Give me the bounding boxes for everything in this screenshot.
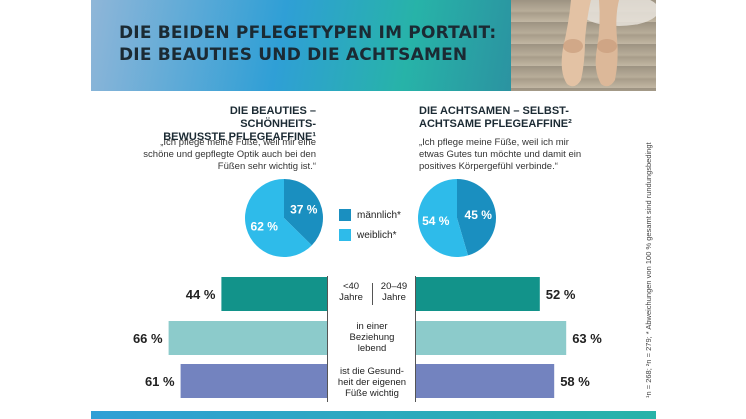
bar-beauties-relationship [168,321,327,355]
center-divider-right [415,276,416,402]
bar-label-achtsame-foot-health: 58 % [560,374,590,389]
legend-swatch-female [339,229,351,241]
foot-health-label-line-2: heit der eigenen [337,377,407,388]
page-title: DIE BEIDEN PFLEGETYPEN IM PORTAIT: DIE B… [119,22,499,66]
legend-label-female: weiblich* [357,229,397,241]
bar-beauties-foot-health [180,364,327,398]
butterfly-bar-chart: 44 % 52 % 66 % 63 % 61 % 58 % [133,277,602,398]
age-label-beauties: <40 Jahre [334,281,368,303]
legend-label-male: männlich* [357,209,401,221]
beauties-gender-pie: 37 % 62 % [245,179,323,257]
achtsame-title-line-2: ACHTSAME PFLEGEAFFINE² [419,118,572,130]
relationship-label: in einer Beziehung lebend [330,321,414,354]
beauties-title: DIE BEAUTIES – SCHÖNHEITS- BEWUSSTE PFLE… [156,105,316,144]
achtsame-quote: „Ich pflege meine Füße, weil ich mir etw… [419,137,619,173]
beauties-quote-line-1: „Ich pflege meine Füße, weil mir eine [160,137,316,148]
center-divider-left [327,276,328,402]
foot-health-label-line-3: Füße wichtig [345,388,399,399]
header-banner: DIE BEIDEN PFLEGETYPEN IM PORTAIT: DIE B… [91,0,511,91]
beauties-pie-slice-female [245,179,312,257]
age-label-separator [372,283,373,305]
page-title-line-1: DIE BEIDEN PFLEGETYPEN IM PORTAIT: [119,23,497,43]
achtsame-pie-label-female: 54 % [422,214,450,228]
age-label-beauties-line-2: Jahre [339,292,363,303]
age-label-achtsame-line-1: 20–49 [380,281,408,292]
beauties-pie-label-male: 37 % [290,203,318,217]
beauties-pie-slice-male [284,179,323,246]
bottom-color-strip [91,411,656,419]
beauties-pie-label-female: 62 % [251,219,279,233]
bar-beauties-age [221,277,327,311]
achtsame-title: DIE ACHTSAMEN – SELBST- ACHTSAME PFLEGEA… [419,105,599,131]
bar-label-achtsame-relationship: 63 % [572,331,602,346]
age-label-achtsame-line-2: Jahre [382,292,406,303]
achtsame-pie-slice-male [457,179,496,256]
relationship-label-line-1: in einer [356,321,388,332]
feet-photo [511,0,656,91]
footnote: ¹n = 268; ²n = 279; * Abweichungen von 1… [634,120,653,400]
legend-item-male: männlich* [339,207,401,223]
bar-label-beauties-relationship: 66 % [133,331,163,346]
beauties-quote: „Ich pflege meine Füße, weil mir eine sc… [116,137,316,173]
bar-label-beauties-foot-health: 61 % [145,374,175,389]
achtsame-quote-line-3: positives Körpergefühl verbinde.“ [419,161,558,172]
beauties-title-line-1: DIE BEAUTIES – SCHÖNHEITS- [229,105,316,130]
achtsame-pie-label-male: 45 % [465,208,493,222]
bar-label-beauties-age: 44 % [186,287,216,302]
gender-legend: männlich* weiblich* [339,207,401,247]
beauties-quote-line-2: schöne und gepflegte Optik auch bei den [143,149,316,160]
achtsame-quote-line-2: etwas Gutes tun möchte und damit ein [419,149,582,160]
foot-health-label: ist die Gesund- heit der eigenen Füße wi… [330,366,414,399]
age-label-beauties-line-1: <40 [342,281,360,292]
footnote-text: ¹n = 268; ²n = 279; * Abweichungen von 1… [644,142,653,398]
achtsame-gender-pie: 45 % 54 % [418,179,496,257]
foot-health-label-line-1: ist die Gesund- [340,366,404,377]
bar-label-achtsame-age: 52 % [546,287,576,302]
bar-achtsame-foot-health [415,364,555,398]
legend-item-female: weiblich* [339,227,401,243]
bar-achtsame-age [415,277,540,311]
age-label-achtsame: 20–49 Jahre [375,281,413,303]
beauties-title-line-2: BEWUSSTE PFLEGEAFFINE¹ [163,131,316,143]
achtsame-title-line-1: DIE ACHTSAMEN – SELBST- [419,105,569,117]
relationship-label-line-3: lebend [357,343,387,354]
page-title-line-2: DIE BEAUTIES UND DIE ACHTSAMEN [119,45,468,65]
beauties-quote-line-3: Füßen sehr wichtig ist.“ [217,161,316,172]
feet-photo-drawing [561,0,656,87]
relationship-label-line-2: Beziehung [349,332,395,343]
legend-swatch-male [339,209,351,221]
achtsame-pie-slice-female [418,179,468,257]
bar-achtsame-relationship [415,321,567,355]
achtsame-quote-line-1: „Ich pflege meine Füße, weil ich mir [419,137,569,148]
